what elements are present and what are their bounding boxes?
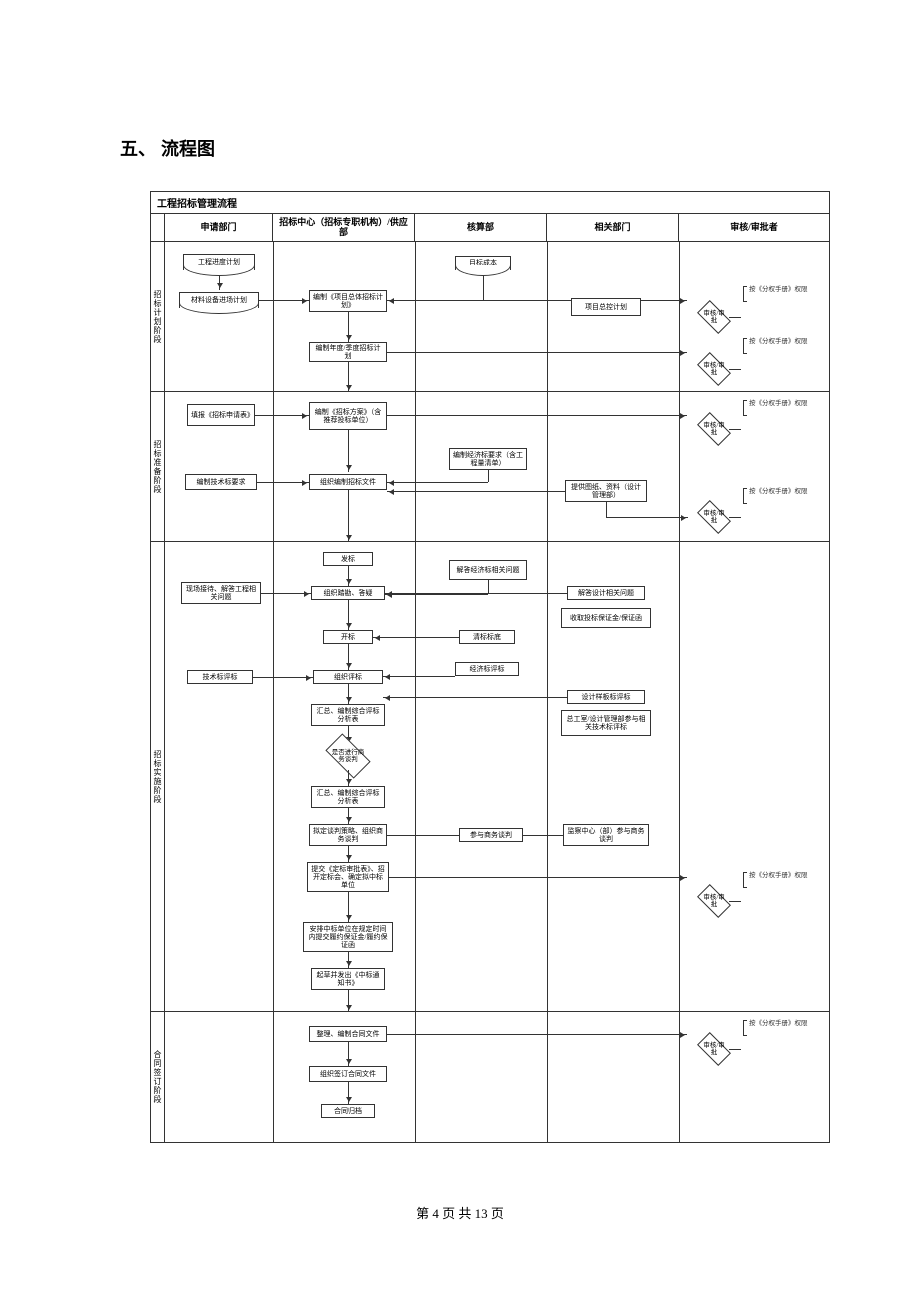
lane-header-5: 审核/审批者 [679,214,829,241]
lane-header-3: 核算部 [415,214,547,241]
phase-4: 合同签订阶段 整理、编制合同文件 审核/审批 按《分权手册》权限 组织签订合同文… [151,1012,829,1142]
node-econ-rev: 经济标评标 [455,662,519,676]
node-proj-plan: 项目总控计划 [571,298,641,316]
node-tech-rev: 技术标评标 [187,670,253,684]
node-design-rev: 设计样板标评标 [567,690,645,704]
phase-label-4: 合同签订阶段 [151,1012,165,1142]
node-notice: 起草并发出《中标通知书》 [311,968,385,990]
node-base: 清标标底 [459,630,515,644]
phase-label-1: 招标计划阶段 [151,242,165,391]
phase-label-3: 招标实施阶段 [151,542,165,1011]
section-title: 五、 流程图 [120,135,800,161]
node-drawing: 提供图纸、资料（设计管理部） [565,480,647,502]
node-econ-q: 解答经济标相关问题 [449,560,527,580]
node-econ-req: 编制经济标要求（含工程量清单） [449,448,527,470]
node-site: 现场接待、解答工程相关问题 [181,582,261,604]
node-approve-4: 审核/审批 [699,508,729,526]
node-apply: 填报《招标申请表》 [187,404,255,426]
node-target-cost: 目标成本 [455,256,511,270]
node-strategy: 拟定谈判策略、组织商务谈判 [309,824,387,846]
node-open: 开标 [323,630,373,644]
annot-4: 按《分权手册》权限 [749,488,809,495]
node-approve-3: 审核/审批 [699,420,729,438]
phase-3: 招标实施阶段 发标 解答经济标相关问题 现场接待、解答工程相关问题 组织踏勘、答… [151,542,829,1012]
node-archive: 合同归档 [321,1104,375,1118]
node-sign: 组织签订合同文件 [309,1066,387,1082]
node-contract: 整理、编制合同文件 [309,1026,387,1042]
node-supv-neg: 监察中心（部）参与商务谈判 [563,824,649,846]
lane-header-1: 申请部门 [165,214,273,241]
node-deposit: 收取投标保证金/保证函 [561,608,651,628]
annot-6: 按《分权手册》权限 [749,1020,809,1027]
node-tech-req: 编制技术标要求 [185,474,257,490]
swimlane-header: 申请部门 招标中心（招标专职机构）/供应部 核算部 相关部门 审核/审批者 [151,214,829,242]
node-org-doc: 组织编制招标文件 [309,474,387,490]
node-issue: 发标 [323,552,373,566]
node-approve-2: 审核/审批 [699,360,729,378]
node-answer: 组织踏勘、答疑 [311,586,385,600]
node-org-rev: 组织评标 [313,670,383,684]
node-sum2: 汇总、编制综合评标分析表 [311,786,385,808]
node-year-plan: 编制年度/季度招标计划 [309,342,387,362]
phase-2: 招标准备阶段 填报《招标申请表》 编制《招标方案》（含推荐投标单位） 审核/审批… [151,392,829,542]
diagram-title: 工程招标管理流程 [151,192,829,214]
node-dept-rev: 总工室/设计管理部参与相关技术标评标 [561,710,651,736]
node-scheme: 编制《招标方案》（含推荐投标单位） [309,402,387,430]
node-eng-plan: 工程进度计划 [183,254,255,270]
annot-1: 按《分权手册》权限 [749,286,809,293]
node-material-plan: 材料设备进场计划 [179,292,259,308]
node-approve-1: 审核/审批 [699,308,729,326]
node-approve-6: 审核/审批 [699,1040,729,1058]
annot-2: 按《分权手册》权限 [749,338,809,345]
node-overall-plan: 编制《项目总体招标计划》 [309,290,387,312]
node-submit: 提交《定标审批表》、招开定标会、确定拟中标单位 [307,862,389,892]
page-footer: 第 4 页 共 13 页 [120,1203,800,1222]
annot-3: 按《分权手册》权限 [749,400,809,407]
lane-header-4: 相关部门 [547,214,679,241]
node-guarantee: 安排中标单位在规定时间内提交履约保证金/履约保证函 [303,922,393,952]
node-sum1: 汇总、编制综合评标分析表 [311,704,385,726]
node-decide: 是否进行商务谈判 [328,744,368,768]
flowchart: 工程招标管理流程 申请部门 招标中心（招标专职机构）/供应部 核算部 相关部门 … [150,191,830,1143]
node-approve-5: 审核/审批 [699,892,729,910]
page-container: 五、 流程图 工程招标管理流程 申请部门 招标中心（招标专职机构）/供应部 核算… [0,0,920,1262]
node-design-q: 解答设计相关问题 [567,586,645,600]
phase-label-2: 招标准备阶段 [151,392,165,541]
lane-header-2: 招标中心（招标专职机构）/供应部 [273,214,415,241]
phase-1: 招标计划阶段 工程进度计划 材料设备进场计划 目标成本 编制《项目总体招标计划》 [151,242,829,392]
annot-5: 按《分权手册》权限 [749,872,809,879]
node-neg-part: 参与商务谈判 [459,828,523,842]
